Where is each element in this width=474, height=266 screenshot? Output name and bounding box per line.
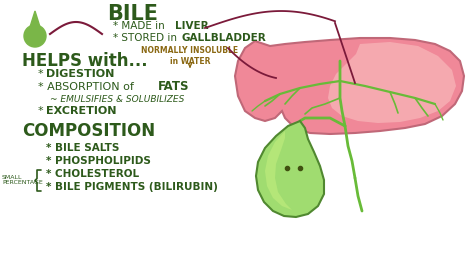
Polygon shape [328,42,456,123]
Polygon shape [265,131,292,210]
Text: GALLBLADDER: GALLBLADDER [182,33,267,43]
Polygon shape [235,38,464,134]
Polygon shape [30,11,40,36]
Text: BILE: BILE [107,4,158,24]
Text: LIVER: LIVER [175,21,209,31]
Circle shape [24,25,46,47]
Text: HELPS with...: HELPS with... [22,52,147,70]
Text: * MADE in: * MADE in [113,21,168,31]
Polygon shape [256,121,324,217]
Text: * PHOSPHOLIPIDS: * PHOSPHOLIPIDS [46,156,151,166]
Text: EXCRETION: EXCRETION [46,106,117,116]
Text: ~ EMULSIFIES & SOLUBILIZES: ~ EMULSIFIES & SOLUBILIZES [50,94,184,103]
Text: COMPOSITION: COMPOSITION [22,122,155,140]
Text: * BILE PIGMENTS (BILIRUBIN): * BILE PIGMENTS (BILIRUBIN) [46,182,218,192]
Text: *: * [38,69,47,79]
Text: *: * [38,106,47,116]
Text: * STORED in: * STORED in [113,33,180,43]
Text: * BILE SALTS: * BILE SALTS [46,143,119,153]
Text: FATS: FATS [158,81,190,94]
Text: SMALL
PERCENTAGE: SMALL PERCENTAGE [2,174,43,185]
Text: * CHOLESTEROL: * CHOLESTEROL [46,169,139,179]
Text: DIGESTION: DIGESTION [46,69,114,79]
Text: NORMALLY INSOLUBLE
in WATER: NORMALLY INSOLUBLE in WATER [141,46,238,66]
Text: * ABSORPTION of: * ABSORPTION of [38,82,137,92]
